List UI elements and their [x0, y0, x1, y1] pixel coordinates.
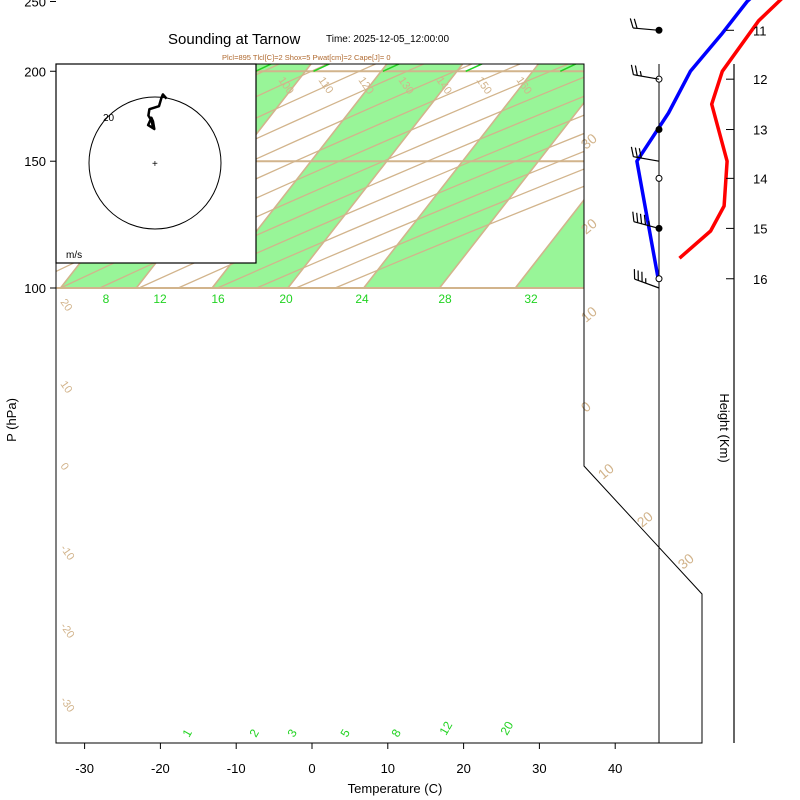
temperature-tick-label: 40: [608, 761, 622, 776]
wind-barb-flag: [630, 146, 634, 157]
isotherm-label-right: 10: [595, 460, 617, 482]
wind-barb-flag: [634, 65, 638, 76]
temperature-tick-label: 20: [456, 761, 470, 776]
isotherm-label: 10: [58, 379, 75, 396]
plot-frame: [55, 63, 703, 744]
temperature-tick-label: -10: [227, 761, 246, 776]
moist-adiabat-label: 24: [355, 292, 369, 306]
height-marker: [655, 126, 663, 134]
wind-barb-flag: [634, 147, 638, 158]
moist-adiabat-label: 32: [524, 292, 538, 306]
isotherm-label: 20: [58, 297, 75, 314]
hodograph-inset: +20 m/s: [55, 63, 257, 264]
isotherm-line: [743, 0, 800, 288]
series-layer: [635, 0, 783, 280]
wind-barb-flag: [632, 211, 635, 222]
wind-barb-flag: [639, 213, 643, 224]
temperature-tick-label: -20: [151, 761, 170, 776]
wind-barb-staff: [633, 156, 660, 162]
hodograph-trace: [146, 93, 168, 131]
moist-adiabat-label: 8: [103, 292, 110, 306]
isotherm-line: [211, 64, 702, 289]
hodograph-center-mark: +: [152, 159, 158, 170]
pressure-tick-label: 200: [24, 64, 46, 79]
height-marker: [655, 275, 663, 283]
temperature-tick-label: 0: [308, 761, 315, 776]
temperature-profile: [678, 0, 783, 260]
isotherm-band: [363, 64, 702, 288]
temperature-tick-label: 30: [532, 761, 546, 776]
wind-barb-flag: [636, 212, 639, 223]
pressure-tick-label: 150: [24, 154, 46, 169]
wind-barb-flag: [638, 148, 642, 159]
chart-time-label: Time: 2025-12-05_12:00:00: [326, 34, 449, 45]
height-tick-label: 11: [753, 23, 767, 38]
height-tick-label: 15: [753, 221, 767, 236]
isotherm-line: [287, 64, 702, 289]
wind-barb-flag: [643, 214, 647, 225]
mixing-ratio-label: 12: [436, 719, 455, 738]
moist-adiabat-label: 20: [279, 292, 293, 306]
isotherm-line: [363, 64, 702, 289]
isotherm-line: [438, 64, 702, 289]
temperature-tick-label: 10: [381, 761, 395, 776]
parcel-path: [386, 0, 800, 2]
x-axis-label: Temperature (C): [348, 781, 443, 796]
wind-barb-staff: [634, 278, 660, 289]
moist-adiabat-label: 12: [153, 292, 167, 306]
height-tick-label: 12: [753, 72, 767, 87]
pressure-tick-label: 100: [24, 281, 46, 296]
height-axis-label: Height (Km): [717, 393, 732, 462]
dewpoint-profile: [635, 0, 752, 280]
wind-barb-half-flag: [639, 70, 642, 77]
wind-barb-staff: [633, 74, 660, 80]
wind-barb-staff: [633, 221, 660, 229]
wind-barb-flag: [629, 18, 634, 29]
moist-adiabat-label: 28: [438, 292, 452, 306]
wind-barb-panel: 012345678910111213141516: [629, 18, 767, 743]
isotherm-band: [212, 64, 702, 288]
height-marker: [655, 174, 663, 182]
chart-title: Sounding at Tarnow: [168, 31, 300, 48]
height-tick-label: 13: [753, 123, 767, 138]
moist-adiabat-label: 16: [211, 292, 225, 306]
axes-layer: 1001502002503004005007008501000-30-20-10…: [24, 0, 703, 776]
wind-barb-flag: [633, 18, 638, 29]
isotherm-label: 0: [58, 461, 71, 473]
wind-barb-flag: [630, 64, 634, 75]
hodograph-ring: [88, 96, 222, 230]
hodograph-ring-label: 20: [103, 113, 115, 124]
pressure-tick-label: 250: [24, 0, 46, 9]
chart-subtitle: Plcl=895 Tlcl[C]=2 Shox=5 Pwat[cm]=2 Cap…: [222, 53, 391, 62]
wind-barb-half-flag: [648, 220, 650, 226]
height-tick-label: 14: [753, 171, 767, 186]
height-tick-label: 16: [753, 272, 767, 287]
hodograph-units-label: m/s: [66, 250, 82, 261]
wind-barb-staff: [633, 27, 660, 31]
y-axis-label: P (hPa): [4, 398, 19, 442]
temperature-tick-label: -30: [75, 761, 94, 776]
mixing-ratio-label: 20: [497, 719, 516, 738]
